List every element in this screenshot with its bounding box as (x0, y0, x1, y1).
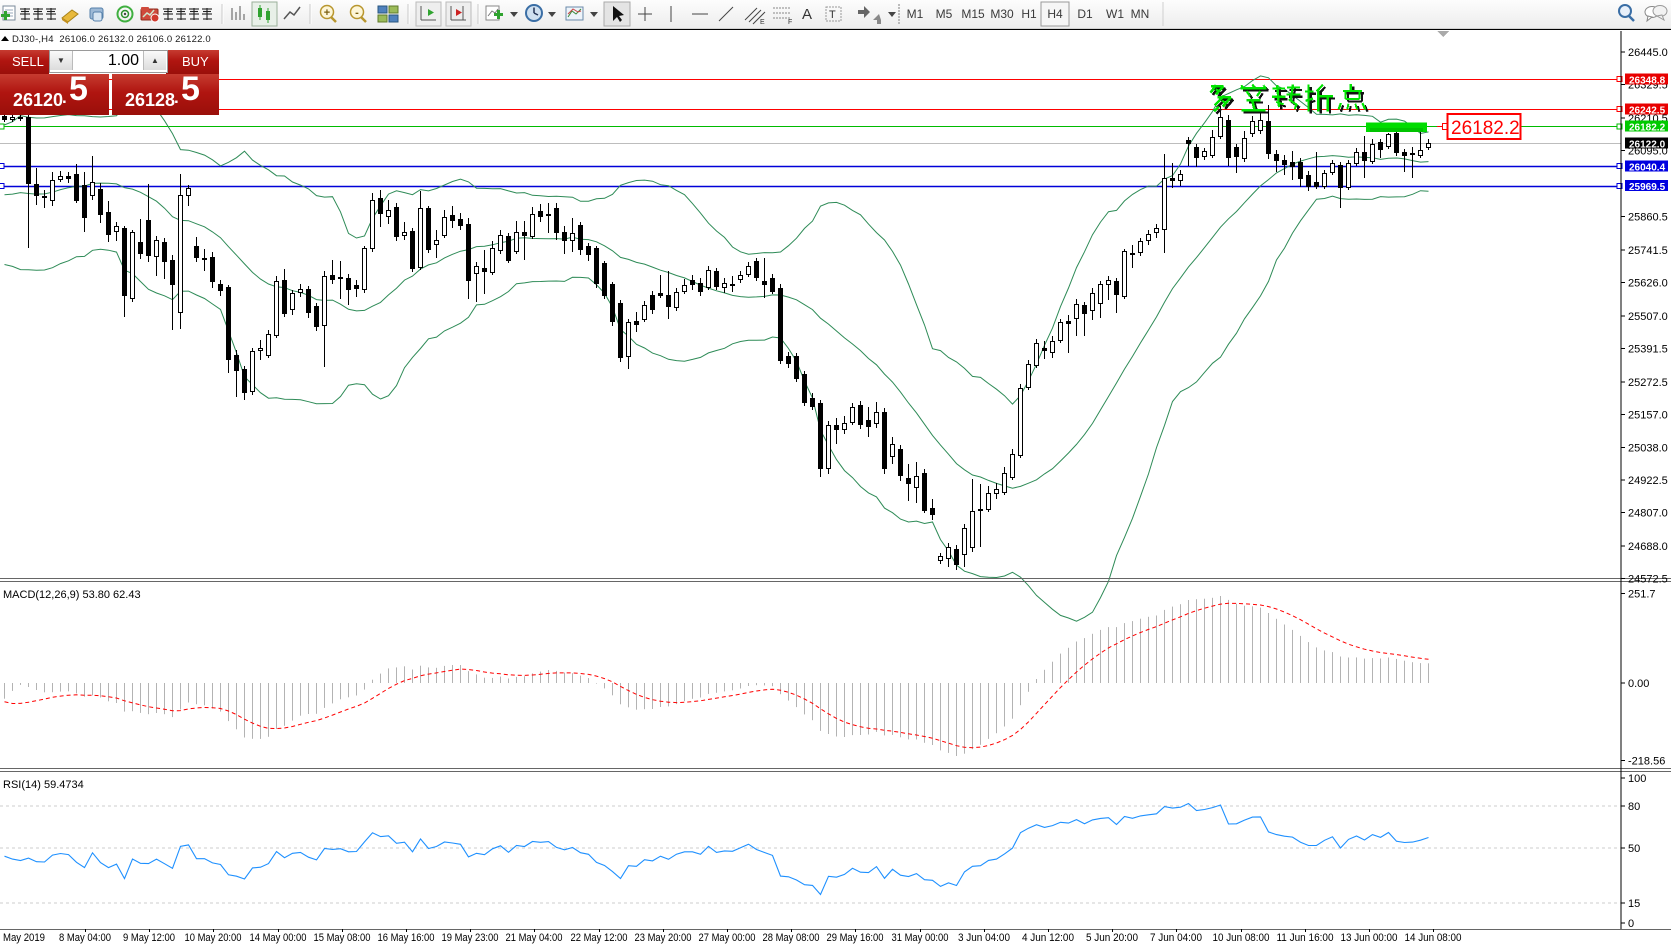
svg-text:50: 50 (1628, 843, 1640, 855)
svg-text:25507.0: 25507.0 (1628, 311, 1668, 323)
svg-text:H1: H1 (1021, 7, 1037, 21)
svg-text:A: A (802, 6, 812, 23)
svg-text:M15: M15 (961, 7, 985, 21)
svg-text:21 May 04:00: 21 May 04:00 (506, 932, 563, 944)
svg-text:25391.5: 25391.5 (1628, 343, 1668, 355)
svg-text:22 May 12:00: 22 May 12:00 (571, 932, 628, 944)
svg-text:251.7: 251.7 (1628, 589, 1656, 601)
svg-text:0.00: 0.00 (1628, 678, 1649, 690)
svg-text:14 Jun 08:00: 14 Jun 08:00 (1405, 932, 1462, 944)
svg-text:26095.0: 26095.0 (1628, 145, 1668, 157)
svg-text:25969.5: 25969.5 (1629, 182, 1666, 193)
svg-text:M30: M30 (990, 7, 1014, 21)
svg-text:8 May 04:00: 8 May 04:00 (59, 932, 111, 944)
svg-text:26122.0: 26122.0 (1629, 139, 1666, 150)
svg-text:16 May 16:00: 16 May 16:00 (378, 932, 435, 944)
svg-text:-218.56: -218.56 (1628, 756, 1665, 768)
svg-text:10 May 20:00: 10 May 20:00 (185, 932, 242, 944)
svg-text:25272.5: 25272.5 (1628, 377, 1668, 389)
svg-text:W1: W1 (1106, 7, 1124, 21)
svg-text:80: 80 (1628, 801, 1640, 813)
svg-text:100: 100 (1628, 773, 1646, 785)
svg-text:MACD(12,26,9) 53.80 62.43: MACD(12,26,9) 53.80 62.43 (3, 589, 141, 601)
svg-text:29 May 16:00: 29 May 16:00 (827, 932, 884, 944)
svg-text:11 Jun 16:00: 11 Jun 16:00 (1277, 932, 1334, 944)
svg-text:4 Jun 12:00: 4 Jun 12:00 (1022, 932, 1074, 944)
svg-text:E: E (760, 19, 765, 26)
svg-text:27 May 00:00: 27 May 00:00 (699, 932, 756, 944)
svg-text:26182.2: 26182.2 (1629, 122, 1666, 133)
svg-text:24572.5: 24572.5 (1628, 574, 1668, 586)
svg-text:0: 0 (1628, 918, 1634, 930)
svg-text:5 Jun 20:00: 5 Jun 20:00 (1086, 932, 1138, 944)
svg-text:-: - (355, 7, 359, 19)
svg-text:May 2019: May 2019 (3, 932, 45, 944)
svg-text:25860.5: 25860.5 (1628, 211, 1668, 223)
svg-text:26040.4: 26040.4 (1629, 162, 1666, 173)
svg-text:26242.5: 26242.5 (1629, 105, 1666, 116)
svg-text:H4: H4 (1047, 7, 1063, 21)
svg-text:24688.0: 24688.0 (1628, 541, 1668, 553)
svg-text:19 May 23:00: 19 May 23:00 (442, 932, 499, 944)
svg-text:15 May 08:00: 15 May 08:00 (314, 932, 371, 944)
svg-text:7 Jun 04:00: 7 Jun 04:00 (1150, 932, 1202, 944)
svg-text:14 May 00:00: 14 May 00:00 (250, 932, 307, 944)
svg-text:26445.0: 26445.0 (1628, 47, 1668, 59)
svg-text:9 May 12:00: 9 May 12:00 (123, 932, 175, 944)
svg-text:MN: MN (1131, 7, 1150, 21)
svg-text:+: + (324, 7, 330, 19)
svg-text:M1: M1 (907, 7, 924, 21)
svg-text:25626.0: 25626.0 (1628, 277, 1668, 289)
svg-text:25157.0: 25157.0 (1628, 409, 1668, 421)
svg-text:24922.5: 24922.5 (1628, 475, 1668, 487)
svg-text:25038.0: 25038.0 (1628, 443, 1668, 455)
svg-text:3 Jun 04:00: 3 Jun 04:00 (958, 932, 1010, 944)
svg-text:D1: D1 (1077, 7, 1093, 21)
svg-text:T: T (829, 9, 836, 21)
svg-text:13 Jun 00:00: 13 Jun 00:00 (1341, 932, 1398, 944)
svg-text:M5: M5 (936, 7, 953, 21)
svg-text:15: 15 (1628, 898, 1640, 910)
svg-text:26348.8: 26348.8 (1629, 76, 1666, 87)
svg-text:10 Jun 08:00: 10 Jun 08:00 (1213, 932, 1270, 944)
svg-text:28 May 08:00: 28 May 08:00 (763, 932, 820, 944)
svg-text:RSI(14) 59.4734: RSI(14) 59.4734 (3, 779, 84, 791)
svg-text:31 May 00:00: 31 May 00:00 (892, 932, 949, 944)
svg-text:25741.5: 25741.5 (1628, 245, 1668, 257)
svg-text:26182.2: 26182.2 (1451, 118, 1520, 139)
svg-text:23 May 20:00: 23 May 20:00 (635, 932, 692, 944)
svg-text:24807.0: 24807.0 (1628, 508, 1668, 520)
svg-text:F: F (788, 19, 792, 26)
